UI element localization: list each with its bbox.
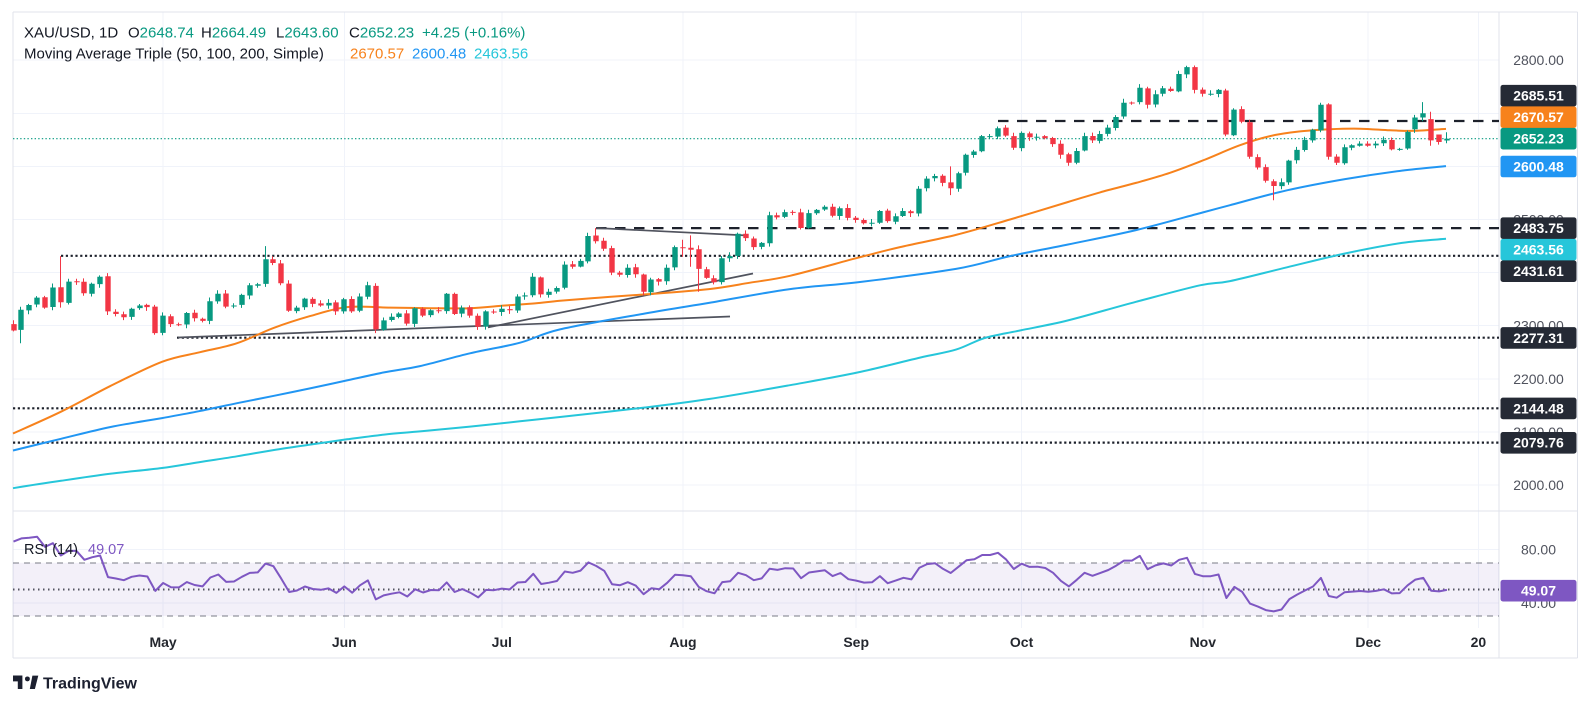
- svg-text:49.07: 49.07: [1521, 583, 1556, 599]
- svg-text:2600.48: 2600.48: [1513, 158, 1564, 174]
- svg-text:Jun: Jun: [332, 634, 357, 650]
- svg-text:2144.48: 2144.48: [1513, 400, 1564, 416]
- svg-text:2463.56: 2463.56: [1513, 242, 1564, 258]
- svg-text:2670.57: 2670.57: [1513, 109, 1564, 125]
- svg-text:Jul: Jul: [492, 634, 512, 650]
- svg-text:Nov: Nov: [1190, 634, 1217, 650]
- svg-text:Aug: Aug: [669, 634, 696, 650]
- svg-text:2685.51: 2685.51: [1513, 88, 1564, 104]
- svg-text:2277.31: 2277.31: [1513, 330, 1564, 346]
- svg-text:May: May: [149, 634, 176, 650]
- svg-text:RSI (14) 49.07: RSI (14) 49.07: [24, 542, 124, 558]
- svg-text:2079.76: 2079.76: [1513, 435, 1564, 451]
- svg-text:20: 20: [1471, 634, 1487, 650]
- svg-text:2483.75: 2483.75: [1513, 220, 1564, 236]
- svg-text:2431.61: 2431.61: [1513, 263, 1564, 279]
- svg-text:Oct: Oct: [1010, 634, 1034, 650]
- svg-text:Moving Average Triple (50, 100: Moving Average Triple (50, 100, 200, Sim…: [24, 46, 528, 63]
- svg-text:Sep: Sep: [843, 634, 869, 650]
- svg-text:80.00: 80.00: [1521, 542, 1556, 558]
- svg-text:TradingView: TradingView: [43, 676, 138, 693]
- svg-text:2200.00: 2200.00: [1513, 371, 1564, 387]
- svg-text:2800.00: 2800.00: [1513, 52, 1564, 68]
- svg-text:2000.00: 2000.00: [1513, 477, 1564, 493]
- svg-text:Dec: Dec: [1355, 634, 1381, 650]
- svg-text:2652.23: 2652.23: [1513, 131, 1564, 147]
